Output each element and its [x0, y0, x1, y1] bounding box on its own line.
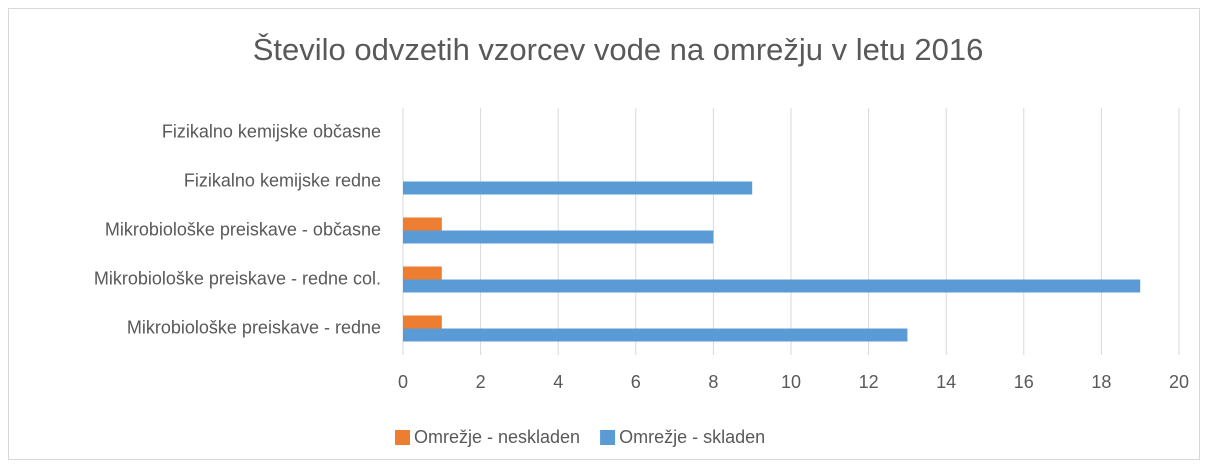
- y-tick-label: Fizikalno kemijske redne: [184, 170, 381, 190]
- x-tick-label: 16: [1014, 372, 1034, 392]
- legend-label: Omrežje - neskladen: [414, 427, 580, 447]
- x-tick-label: 14: [936, 372, 956, 392]
- bar: [403, 266, 442, 280]
- bar: [403, 217, 442, 231]
- legend-swatch: [395, 430, 410, 445]
- x-tick-label: 12: [859, 372, 879, 392]
- x-tick-label: 2: [476, 372, 486, 392]
- y-tick-label: Mikrobiološke preiskave - redne col.: [94, 268, 381, 288]
- x-tick-label: 4: [553, 372, 563, 392]
- y-tick-label: Fizikalno kemijske občasne: [162, 121, 381, 141]
- bar: [403, 230, 714, 244]
- bar: [403, 315, 442, 329]
- legend-swatch: [600, 430, 616, 445]
- x-tick-label: 20: [1169, 372, 1189, 392]
- y-tick-label: Mikrobiološke preiskave - redne: [127, 317, 381, 337]
- x-tick-label: 18: [1091, 372, 1111, 392]
- legend-label: Omrežje - skladen: [619, 427, 765, 447]
- chart-title: Število odvzetih vzorcev vode na omrežju…: [253, 32, 984, 67]
- bar: [403, 181, 753, 195]
- x-tick-label: 10: [781, 372, 801, 392]
- y-tick-label: Mikrobiološke preiskave - občasne: [105, 219, 381, 239]
- x-tick-label: 6: [631, 372, 641, 392]
- x-tick-label: 0: [398, 372, 408, 392]
- bar: [403, 279, 1141, 293]
- bar: [403, 328, 908, 342]
- x-tick-label: 8: [708, 372, 718, 392]
